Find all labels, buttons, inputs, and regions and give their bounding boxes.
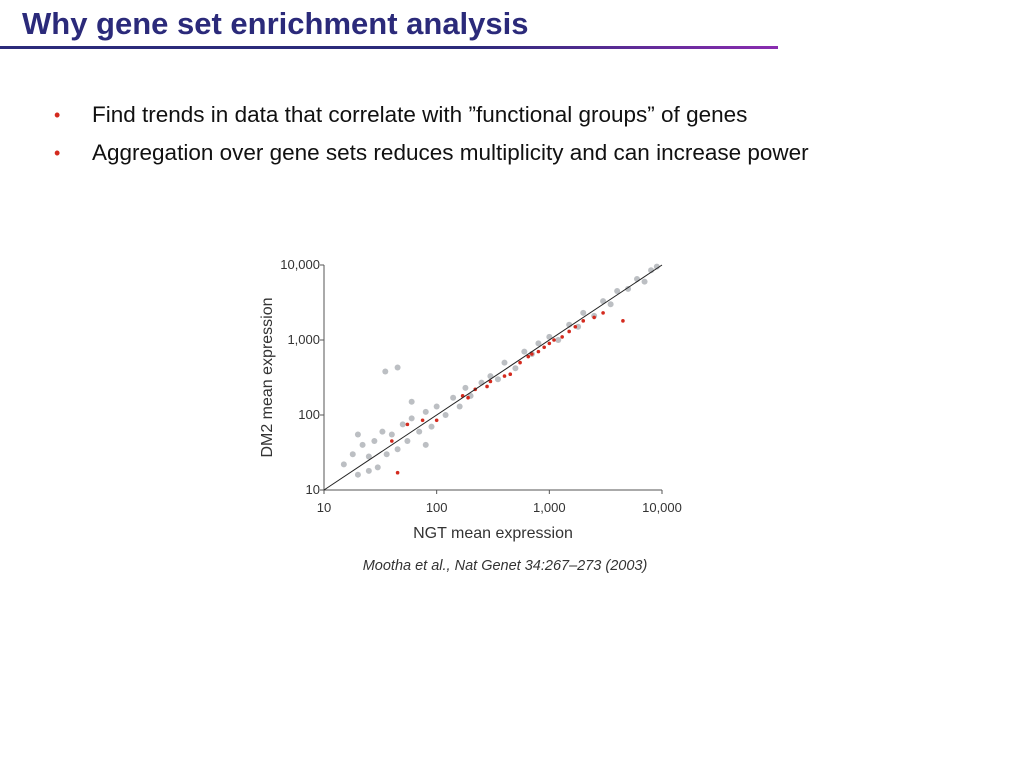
y-tick-label: 10 (306, 482, 320, 497)
point (442, 412, 449, 418)
point (388, 431, 395, 438)
point (408, 398, 415, 405)
point (422, 441, 429, 448)
x-tick-label: 1,000 (533, 500, 566, 515)
point (365, 453, 372, 460)
point (462, 384, 469, 391)
point (450, 394, 457, 401)
point (340, 461, 347, 468)
point (502, 374, 507, 378)
point (485, 384, 489, 389)
point (542, 345, 546, 350)
y-axis-label: DM2 mean expression (259, 297, 276, 457)
point (621, 319, 625, 323)
point (456, 403, 463, 410)
point (395, 470, 400, 475)
bullet: Find trends in data that correlate with … (0, 96, 809, 134)
point (420, 418, 425, 423)
point (487, 373, 494, 380)
point (512, 365, 519, 372)
bullet: Aggregation over gene sets reduces multi… (0, 134, 809, 172)
y-tick-label: 100 (298, 407, 320, 422)
slide-title: Why gene set enrichment analysis (22, 6, 529, 41)
point (521, 348, 528, 355)
point (625, 285, 632, 292)
point (405, 422, 410, 427)
point (359, 441, 366, 448)
point (374, 464, 381, 471)
point (535, 340, 542, 347)
point (434, 418, 439, 423)
point (607, 301, 614, 308)
point (349, 451, 356, 458)
point (530, 352, 534, 356)
point (488, 379, 493, 384)
point (526, 354, 531, 359)
point (614, 288, 621, 295)
x-axis-label: NGT mean expression (413, 525, 573, 542)
point (390, 439, 394, 443)
x-tick-label: 10 (317, 500, 331, 515)
point (600, 298, 607, 305)
point (354, 471, 361, 478)
point (379, 428, 386, 435)
point (404, 438, 411, 445)
point (371, 438, 378, 445)
identity-line (323, 264, 663, 491)
point (394, 446, 401, 453)
point (408, 415, 415, 422)
y-tick-label: 1,000 (287, 332, 320, 347)
point (555, 337, 562, 343)
point (365, 467, 372, 474)
title-rule (0, 46, 778, 49)
point (354, 431, 361, 438)
point (428, 423, 435, 430)
point (575, 323, 582, 330)
point (547, 341, 552, 346)
point (518, 360, 522, 365)
bullet-list: Find trends in data that correlate with … (0, 96, 809, 172)
point (394, 364, 401, 371)
point (416, 428, 423, 435)
point (466, 395, 470, 400)
point (601, 311, 605, 315)
point (567, 329, 571, 334)
point (399, 421, 406, 428)
point (573, 324, 578, 329)
point (560, 335, 564, 339)
point (546, 333, 553, 340)
x-tick-label: 10,000 (642, 500, 682, 515)
x-tick-label: 100 (426, 500, 448, 515)
point (653, 263, 660, 270)
point (508, 372, 513, 376)
point (581, 319, 586, 323)
point (501, 359, 508, 366)
point (382, 368, 389, 375)
point (383, 451, 390, 458)
point (592, 315, 596, 320)
point (433, 403, 440, 410)
point (422, 408, 429, 415)
point (641, 278, 648, 285)
point (536, 349, 541, 354)
point (494, 376, 501, 383)
point (580, 309, 587, 316)
y-tick-label: 10,000 (280, 257, 320, 272)
citation: Mootha et al., Nat Genet 34:267–273 (200… (363, 558, 648, 574)
point (552, 338, 556, 342)
